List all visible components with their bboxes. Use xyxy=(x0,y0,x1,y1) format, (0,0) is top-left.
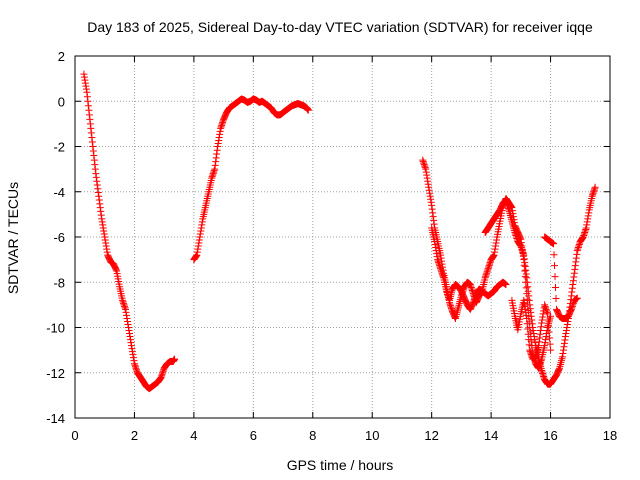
data-point xyxy=(552,294,560,302)
data-point xyxy=(546,340,554,348)
axis-ticks: 0 2 4 6 8 10 12 14 16 18 -14 -12 -10 -8 -6 -4 -2 0 2 xyxy=(46,49,617,443)
chart-title: Day 183 of 2025, Sidereal Day-to-day VTE… xyxy=(87,19,593,35)
x-tick-label: 10 xyxy=(365,428,379,443)
x-tick-label: 18 xyxy=(603,428,617,443)
y-tick-label: -2 xyxy=(53,140,65,155)
data-point xyxy=(545,322,553,330)
y-tick-label: -14 xyxy=(46,411,65,426)
data-point xyxy=(550,251,558,259)
y-tick-label: -6 xyxy=(53,230,65,245)
data-point xyxy=(502,281,510,289)
data-point xyxy=(304,106,312,114)
series-arc7 xyxy=(541,233,581,322)
x-tick-label: 6 xyxy=(250,428,257,443)
data-point xyxy=(552,284,560,292)
y-tick-label: -10 xyxy=(46,321,65,336)
data-point xyxy=(545,328,553,336)
data-point xyxy=(547,346,555,354)
data-point xyxy=(591,183,599,191)
data-point xyxy=(544,310,552,318)
x-tick-label: 2 xyxy=(131,428,138,443)
data-point xyxy=(551,273,559,281)
data-point xyxy=(171,355,179,363)
series-arc2 xyxy=(190,95,312,264)
data-point xyxy=(551,262,559,270)
x-tick-label: 4 xyxy=(190,428,197,443)
y-tick-label: -4 xyxy=(53,185,65,200)
series-arc4 xyxy=(428,224,510,313)
data-point xyxy=(550,240,558,248)
x-tick-label: 8 xyxy=(309,428,316,443)
data-point xyxy=(546,334,554,342)
series-arc5 xyxy=(481,183,599,388)
x-tick-label: 16 xyxy=(543,428,557,443)
data-points xyxy=(80,70,599,393)
grid xyxy=(75,56,610,418)
data-point xyxy=(573,294,581,302)
y-axis-label: SDTVAR / TECUs xyxy=(5,182,21,294)
x-tick-label: 14 xyxy=(484,428,498,443)
series-arc1 xyxy=(80,70,179,393)
x-axis-label: GPS time / hours xyxy=(287,457,394,473)
y-tick-label: -12 xyxy=(46,366,65,381)
y-tick-label: 2 xyxy=(58,49,65,64)
x-tick-label: 0 xyxy=(71,428,78,443)
data-point xyxy=(544,316,552,324)
y-tick-label: -8 xyxy=(53,275,65,290)
y-tick-label: 0 xyxy=(58,94,65,109)
series-arc6 xyxy=(508,296,555,363)
x-tick-label: 12 xyxy=(424,428,438,443)
